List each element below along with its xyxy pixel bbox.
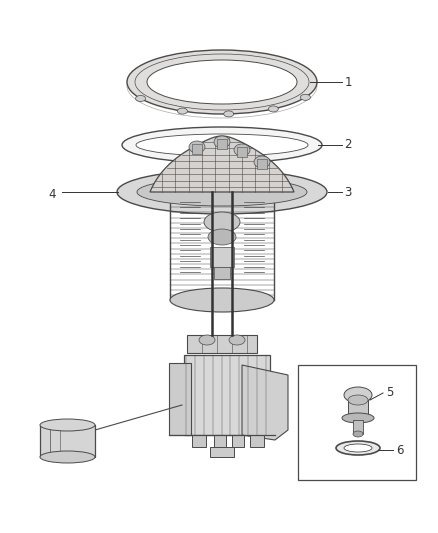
Ellipse shape: [147, 60, 297, 104]
Bar: [187, 335, 257, 353]
Ellipse shape: [344, 387, 372, 403]
Ellipse shape: [353, 431, 363, 437]
Bar: [237, 147, 247, 157]
Bar: [257, 159, 267, 169]
Ellipse shape: [137, 178, 307, 206]
Ellipse shape: [229, 335, 245, 345]
Ellipse shape: [300, 94, 311, 100]
Bar: [40, 425, 95, 457]
Bar: [250, 435, 264, 447]
Bar: [214, 267, 230, 279]
Bar: [210, 447, 234, 457]
Ellipse shape: [224, 111, 234, 117]
Text: 2: 2: [344, 139, 352, 151]
Text: 3: 3: [344, 185, 352, 198]
Bar: [184, 355, 270, 435]
Ellipse shape: [189, 141, 205, 153]
Bar: [348, 400, 368, 418]
Ellipse shape: [170, 288, 274, 312]
Text: 4: 4: [48, 189, 56, 201]
Ellipse shape: [177, 108, 187, 114]
Ellipse shape: [214, 136, 230, 148]
Bar: [214, 435, 226, 447]
Ellipse shape: [208, 229, 236, 245]
Ellipse shape: [122, 127, 322, 163]
Bar: [298, 365, 416, 480]
Ellipse shape: [136, 134, 308, 156]
Polygon shape: [150, 136, 294, 192]
Ellipse shape: [136, 95, 145, 101]
Ellipse shape: [254, 156, 270, 168]
Polygon shape: [242, 365, 288, 440]
Ellipse shape: [234, 144, 250, 156]
Ellipse shape: [117, 170, 327, 214]
Bar: [232, 435, 244, 447]
Bar: [353, 420, 363, 434]
Ellipse shape: [268, 106, 278, 112]
Bar: [210, 247, 234, 267]
Ellipse shape: [199, 335, 215, 345]
Ellipse shape: [40, 419, 95, 431]
Bar: [217, 139, 227, 149]
Ellipse shape: [40, 451, 95, 463]
Ellipse shape: [344, 444, 372, 452]
Ellipse shape: [127, 50, 317, 114]
Text: 1: 1: [344, 76, 352, 88]
Text: 6: 6: [396, 443, 404, 456]
Ellipse shape: [336, 441, 380, 455]
Bar: [192, 435, 206, 447]
Ellipse shape: [204, 212, 240, 232]
Bar: [192, 144, 202, 154]
Ellipse shape: [342, 413, 374, 423]
Ellipse shape: [348, 395, 368, 405]
Bar: [169, 363, 191, 435]
Text: 5: 5: [386, 386, 394, 400]
